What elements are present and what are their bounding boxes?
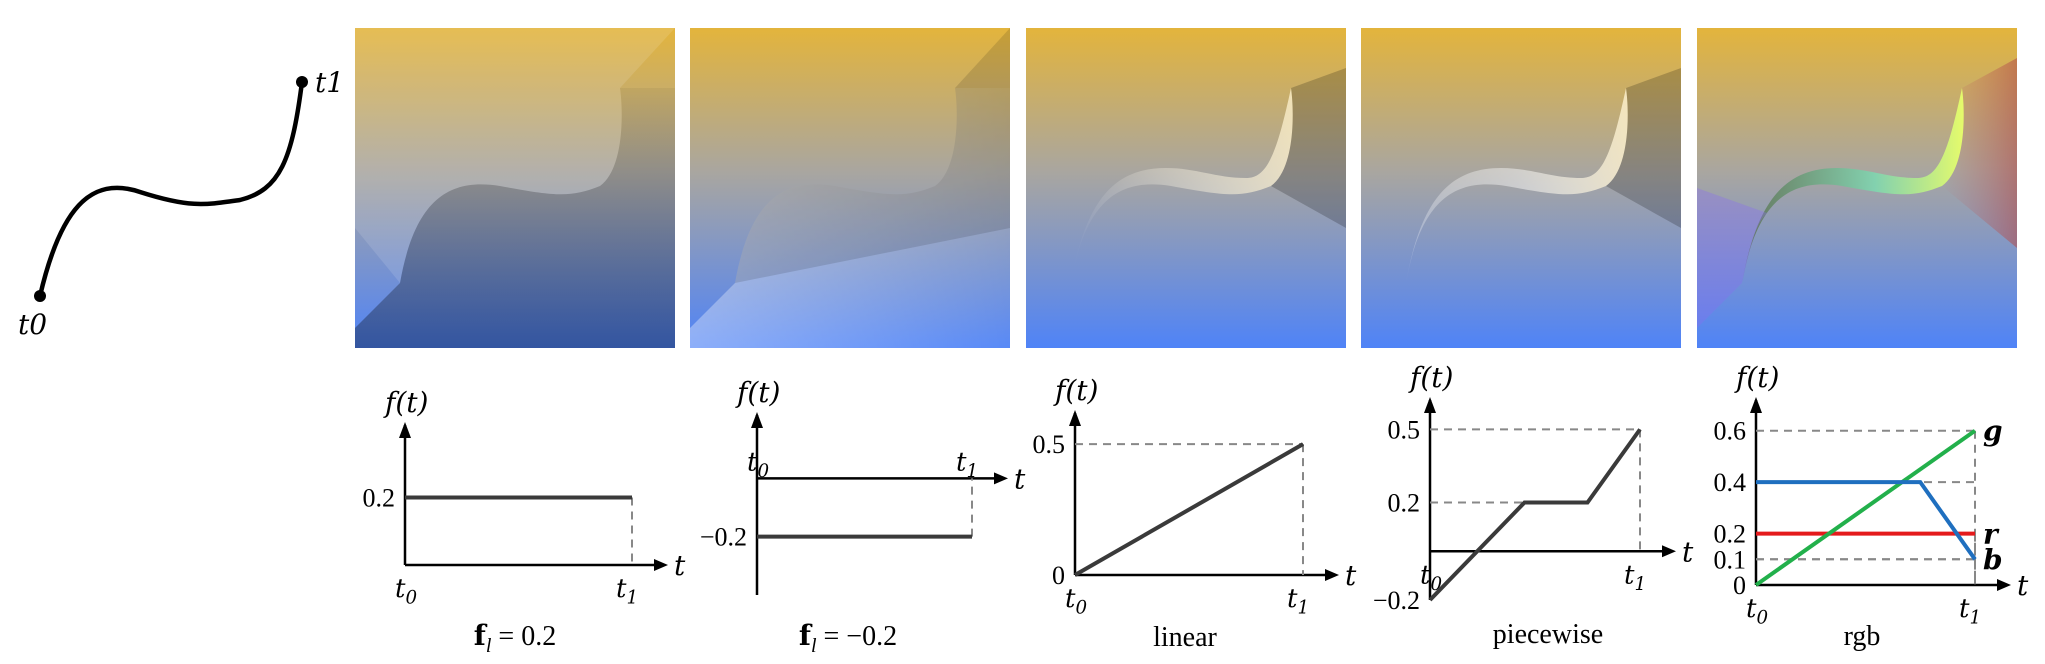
y-axis-arrow [1750, 397, 1762, 413]
image-panel-const-pos [355, 28, 675, 348]
graph-piecewise: f(t) t t0 t1 0.5 0.2 −0.2 piecewise [1373, 361, 1694, 650]
series-label-b: b [1983, 543, 2003, 576]
y-axis-arrow [1069, 410, 1081, 426]
highlight-region [1071, 88, 1293, 283]
curve-path [37, 79, 305, 299]
x-axis-arrow [1997, 579, 2011, 591]
t0-label: t0 [1420, 560, 1442, 595]
curve-start-label: t0 [18, 308, 47, 341]
shade-region [1271, 68, 1346, 228]
t1-label: t1 [1624, 560, 1646, 595]
x-axis-label: t [674, 549, 686, 582]
y-tick-label: −0.2 [700, 523, 747, 552]
x-axis-label: t [2017, 569, 2029, 602]
x-axis-arrow [994, 472, 1008, 485]
y-tick-label: 0 [1733, 571, 1746, 600]
tint-region [1742, 88, 1964, 283]
red-tint-region [1942, 58, 2017, 248]
y-axis-label: f(t) [383, 386, 428, 419]
y-axis-label: f(t) [735, 376, 780, 409]
x-axis-label: t [1014, 462, 1026, 495]
y-axis-label: f(t) [1734, 361, 1779, 394]
image-panel-rgb [1697, 28, 2017, 348]
y-axis-label: f(t) [1053, 374, 1098, 407]
graph-caption: rgb [1844, 621, 1881, 652]
graph-caption: linear [1153, 622, 1217, 653]
graph-caption: piecewise [1493, 619, 1603, 650]
t0-label: t0 [1065, 584, 1087, 619]
y-tick-label: 0.2 [363, 484, 396, 513]
light-region [690, 88, 1010, 348]
series-line-b [1756, 480, 1977, 561]
curve-start-dot [34, 290, 46, 302]
series-line-g [1754, 429, 1977, 587]
violet-tint-region [1697, 188, 1767, 328]
shade-region [1606, 68, 1681, 228]
graph-linear: f(t) t t0 t1 0.5 0 linear [1033, 374, 1358, 653]
y-tick-label: 0.5 [1033, 430, 1066, 459]
series-label-r: r [1983, 518, 2000, 551]
t0-label: t0 [1746, 594, 1768, 629]
t0-label: t0 [747, 447, 769, 482]
t1-label: t1 [956, 447, 978, 482]
light-region [355, 28, 675, 283]
y-axis-arrow [1424, 397, 1436, 413]
y-tick-label: 0.6 [1714, 417, 1747, 446]
x-axis-arrow [654, 559, 668, 571]
y-tick-label: −0.2 [1373, 586, 1420, 615]
graph-const-pos: f(t) t t0 t1 0.2 fl = 0.2 [363, 386, 687, 657]
series-line [1074, 442, 1304, 577]
t1-label: t1 [1287, 584, 1309, 619]
graph-caption: fl = 0.2 [474, 619, 556, 657]
x-axis-arrow [1662, 545, 1676, 558]
y-axis-arrow [399, 422, 411, 438]
y-tick-label: 0.4 [1714, 468, 1747, 497]
shade-region [355, 88, 675, 348]
y-tick-label: 0.2 [1714, 520, 1747, 549]
x-axis-arrow [1325, 569, 1339, 581]
y-tick-label: 0.2 [1388, 489, 1421, 518]
t1-label: t1 [1959, 594, 1981, 629]
x-axis-label: t [1682, 535, 1694, 568]
curve-illustration: t0 t1 [18, 66, 344, 341]
t0-label: t0 [395, 574, 417, 609]
shade-region [735, 28, 1010, 283]
y-tick-label: 0 [1052, 561, 1065, 590]
curve-end-label: t1 [315, 66, 344, 99]
curve-end-dot [296, 76, 308, 88]
y-tick-label: 0.5 [1388, 415, 1421, 444]
image-panel-const-neg [690, 28, 1010, 348]
y-axis-label: f(t) [1408, 361, 1453, 394]
y-axis-arrow [751, 412, 763, 428]
image-panel-piecewise [1361, 28, 1681, 348]
series-line [1428, 428, 1642, 602]
series-label-g: g [1983, 415, 2003, 448]
x-axis-label: t [1345, 559, 1357, 592]
graph-const-neg: f(t) t t0 t1 −0.2 fl = −0.2 [700, 376, 1026, 657]
t1-label: t1 [616, 574, 638, 609]
graph-caption: fl = −0.2 [799, 619, 897, 657]
function-graphs: f(t)tt0 t10.2fl = 0.2f(t)tt0 t1−0.2fl = −0… [363, 361, 2030, 657]
y-tick-label: 0.1 [1714, 545, 1747, 574]
image-panels [355, 28, 2017, 348]
highlight-region [1406, 88, 1628, 283]
image-panel-linear [1026, 28, 1346, 348]
